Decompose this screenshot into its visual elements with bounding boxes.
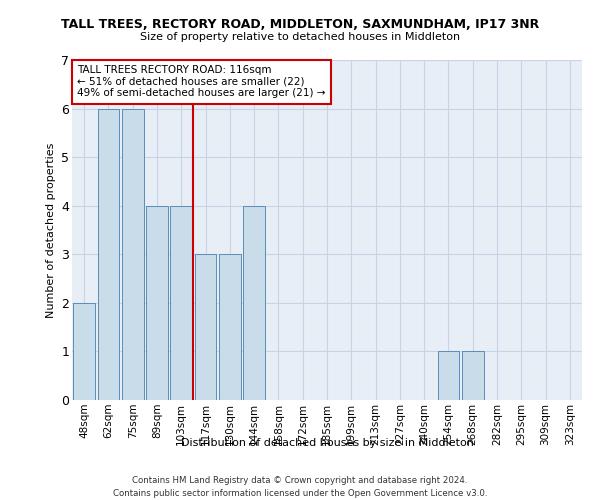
Bar (170, 206, 192, 400)
Bar (97, 108, 119, 400)
Text: Contains HM Land Registry data © Crown copyright and database right 2024.
Contai: Contains HM Land Registry data © Crown c… (113, 476, 487, 498)
Bar (219, 254, 241, 400)
Text: Distribution of detached houses by size in Middleton: Distribution of detached houses by size … (181, 438, 473, 448)
Bar (73, 303, 95, 400)
Text: Size of property relative to detached houses in Middleton: Size of property relative to detached ho… (140, 32, 460, 42)
Text: TALL TREES RECTORY ROAD: 116sqm
← 51% of detached houses are smaller (22)
49% of: TALL TREES RECTORY ROAD: 116sqm ← 51% of… (77, 65, 326, 98)
Bar (194, 254, 217, 400)
Bar (437, 352, 460, 400)
Bar (122, 108, 143, 400)
Bar (462, 352, 484, 400)
Text: TALL TREES, RECTORY ROAD, MIDDLETON, SAXMUNDHAM, IP17 3NR: TALL TREES, RECTORY ROAD, MIDDLETON, SAX… (61, 18, 539, 30)
Y-axis label: Number of detached properties: Number of detached properties (46, 142, 56, 318)
Bar (146, 206, 168, 400)
Bar (243, 206, 265, 400)
